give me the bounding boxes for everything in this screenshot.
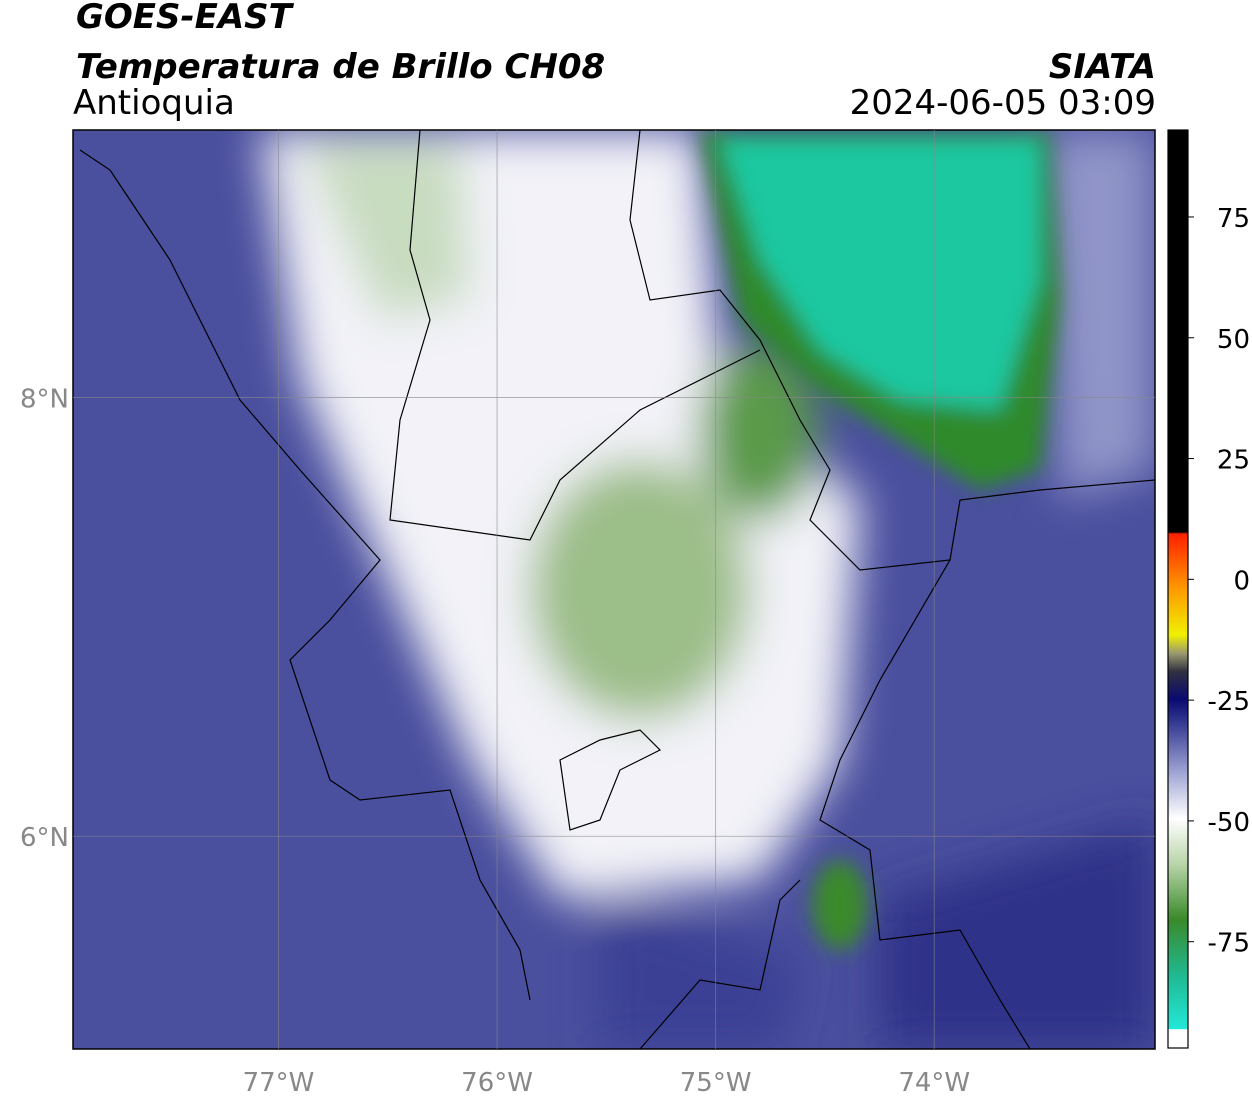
colorbar (1167, 129, 1189, 1049)
source: SIATA (1049, 47, 1156, 87)
colorbar-tick-label: -75 (1208, 929, 1250, 959)
y-tick-label: 6°N (20, 823, 69, 853)
colorbar-tick-label: 25 (1217, 446, 1250, 476)
satellite-image (73, 130, 1155, 1049)
x-tick-label: 74°W (898, 1068, 970, 1098)
map-frame (72, 129, 1156, 1050)
timestamp: 2024-06-05 03:09 (850, 83, 1156, 123)
colorbar-tick-label: 75 (1217, 204, 1250, 234)
x-tick-label: 76°W (461, 1068, 533, 1098)
x-tick-label: 75°W (680, 1068, 752, 1098)
colorbar-tick-label: 0 (1233, 566, 1250, 596)
y-tick-label: 8°N (20, 385, 69, 415)
colorbar-tick-label: -50 (1208, 808, 1250, 838)
x-tick-label: 77°W (243, 1068, 315, 1098)
subtitle: Temperatura de Brillo CH08 (76, 47, 605, 87)
colorbar-tick-label: 50 (1217, 325, 1250, 355)
title: GOES-EAST (76, 0, 295, 37)
region: Antioquia (73, 83, 235, 123)
colorbar-tick-label: -25 (1208, 687, 1250, 717)
